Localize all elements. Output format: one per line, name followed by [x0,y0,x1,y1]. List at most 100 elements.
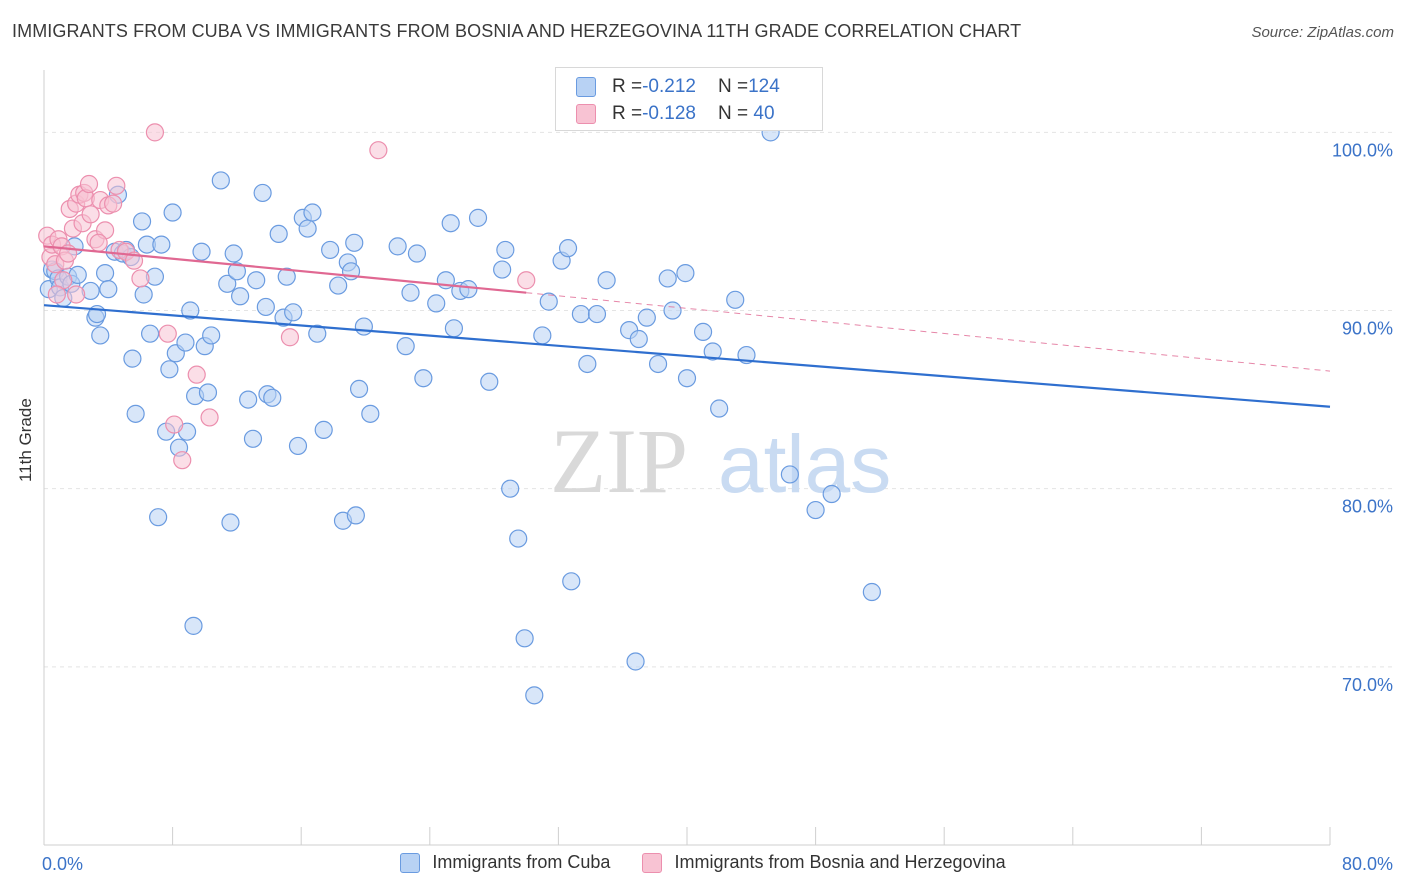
data-point-cuba [862,582,881,602]
data-point-cuba [227,262,246,281]
data-point-cuba [441,214,460,233]
watermark-zip: ZIP [550,410,688,512]
data-point-cuba [493,260,512,279]
data-point-cuba [597,271,616,290]
chart-title: IMMIGRANTS FROM CUBA VS IMMIGRANTS FROM … [12,21,1022,41]
data-point-cuba [361,404,380,423]
data-point-cuba [95,264,115,283]
legend-row-cuba: R = -0.212 N = 124 [576,73,780,101]
data-point-cuba [298,219,317,238]
data-point-cuba [480,372,499,391]
y-tick-label: 90.0% [1342,319,1393,339]
data-point-bosnia [165,415,184,434]
source-label: Source: ZipAtlas.com [1251,24,1394,41]
data-point-cuba [693,322,713,341]
data-point-cuba [231,287,250,306]
data-point-cuba [629,329,648,349]
data-point-cuba [663,301,682,320]
data-point-cuba [149,508,168,527]
data-point-cuba [345,233,364,252]
watermark: ZIP atlas [550,410,891,512]
data-point-cuba [132,212,152,231]
data-point-cuba [726,290,745,309]
legend-item-cuba[interactable]: Immigrants from Cuba [400,852,610,873]
data-point-cuba [253,183,272,203]
data-point-cuba [676,264,695,283]
data-point-cuba [354,317,373,336]
legend-swatch-cuba [576,77,596,97]
legend-n-value: 40 [748,103,775,124]
data-point-cuba [578,354,597,374]
data-point-bosnia [200,408,219,427]
data-point-cuba [192,242,211,261]
data-point-bosnia [79,174,99,194]
legend-n-label: N = [717,103,749,124]
data-point-cuba [388,237,407,256]
y-tick-label: 80.0% [1342,497,1393,517]
data-point-cuba [140,324,160,343]
data-point-cuba [396,337,415,356]
data-point-cuba [224,244,243,263]
data-point-cuba [571,304,591,324]
data-point-cuba [269,224,288,244]
data-point-cuba [321,240,340,260]
data-point-bosnia [104,194,123,213]
data-point-cuba [401,283,420,302]
data-point-bosnia [67,285,86,304]
data-point-cuba [427,294,446,313]
data-point-cuba [677,369,697,388]
data-point-cuba [218,274,237,293]
data-point-cuba [525,686,544,705]
data-point-cuba [303,203,322,222]
data-point-cuba [515,629,534,648]
data-point-bosnia [89,233,108,252]
y-tick-labels: 70.0% 80.0% 90.0% 100.0% [1332,140,1393,694]
legend-r-label: R = [612,103,643,124]
data-point-cuba [134,285,153,304]
data-point-bosnia [131,269,150,288]
x-tick-label: 80.0% [1342,854,1393,874]
data-point-cuba [444,319,464,338]
legend-r-label: R = [612,76,643,97]
data-point-cuba [501,479,520,498]
y-tick-label: 70.0% [1342,675,1393,695]
data-point-cuba [184,616,203,635]
data-point-cuba [314,420,333,439]
data-point-cuba [780,465,799,484]
data-point-cuba [198,383,218,402]
data-point-cuba [710,399,729,418]
data-point-bosnia [369,141,388,160]
data-point-cuba [626,652,645,671]
data-point-cuba [126,404,145,423]
data-point-bosnia [280,328,300,347]
data-point-cuba [284,303,303,322]
legend-item-bosnia[interactable]: Immigrants from Bosnia and Herzegovina [642,852,1006,873]
data-point-cuba [648,354,668,374]
data-point-cuba [539,292,558,311]
legend-label-bosnia: Immigrants from Bosnia and Herzegovina [674,852,1006,872]
series-legend: Immigrants from Cuba Immigrants from Bos… [0,852,1406,873]
data-point-cuba [263,388,282,407]
trendline-bosnia [43,245,527,294]
data-point-cuba [329,276,348,295]
data-point-cuba [533,326,552,345]
axes [43,70,1331,846]
data-point-cuba [163,203,182,222]
legend-r-value: -0.128 [642,103,696,124]
data-point-cuba [806,500,825,520]
data-point-cuba [822,484,841,504]
data-point-cuba [202,326,221,345]
data-point-cuba [221,513,240,532]
data-point-bosnia [47,285,66,304]
legend-swatch-bosnia [642,852,663,873]
data-point-cuba [346,506,365,525]
data-point-cuba [160,360,179,379]
legend-n-value: 124 [748,76,780,97]
legend-r-value: -0.212 [642,76,696,97]
legend-label-cuba: Immigrants from Cuba [432,852,611,872]
data-point-cuba [349,379,369,399]
data-point-bosnia [158,324,177,343]
data-point-bosnia [517,271,536,290]
series-cuba-points [39,123,881,705]
